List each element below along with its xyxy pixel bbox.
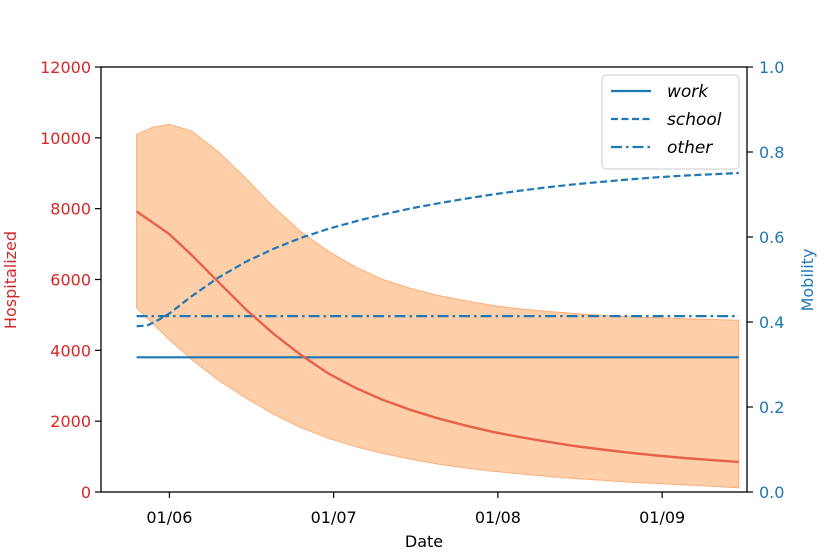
- right-axis: 0.0 0.2 0.4 0.6 0.8 1.0: [747, 58, 784, 502]
- left-tick-label: 2000: [50, 412, 91, 431]
- left-tick-label: 4000: [50, 341, 91, 360]
- x-tick-label: 01/07: [311, 508, 357, 527]
- left-tick-label: 12000: [40, 58, 91, 77]
- right-tick-label: 0.0: [759, 483, 784, 502]
- x-tick-label: 01/09: [639, 508, 685, 527]
- series-line-hospitalized: [135, 210, 739, 464]
- left-tick-label: 6000: [50, 271, 91, 290]
- series-layer: [135, 171, 739, 464]
- uncertainty-band-layer: [136, 123, 740, 489]
- x-axis: 01/06 01/07 01/08 01/09: [146, 492, 685, 527]
- left-tick-label: 0: [81, 483, 91, 502]
- x-tick-label: 01/06: [146, 508, 192, 527]
- x-tick-label: 01/08: [475, 508, 521, 527]
- right-tick-label: 0.6: [759, 228, 784, 247]
- left-axis: 0 2000 4000 6000 8000 10000 12000: [40, 58, 101, 502]
- uncertainty-band: [136, 123, 740, 489]
- legend: work school other: [601, 74, 740, 170]
- right-axis-label: Mobility: [798, 249, 817, 312]
- right-tick-label: 0.2: [759, 398, 784, 417]
- right-tick-label: 0.4: [759, 313, 784, 332]
- legend-label-other: other: [667, 138, 713, 158]
- left-tick-label: 10000: [40, 129, 91, 148]
- right-tick-label: 1.0: [759, 58, 784, 77]
- left-axis-label: Hospitalized: [1, 231, 20, 329]
- series-line-school: [136, 171, 739, 328]
- x-axis-label: Date: [405, 532, 443, 551]
- left-tick-label: 8000: [50, 200, 91, 219]
- legend-box: [601, 74, 740, 170]
- legend-label-work: work: [667, 82, 709, 102]
- legend-label-school: school: [667, 110, 722, 130]
- right-tick-label: 0.8: [759, 143, 784, 162]
